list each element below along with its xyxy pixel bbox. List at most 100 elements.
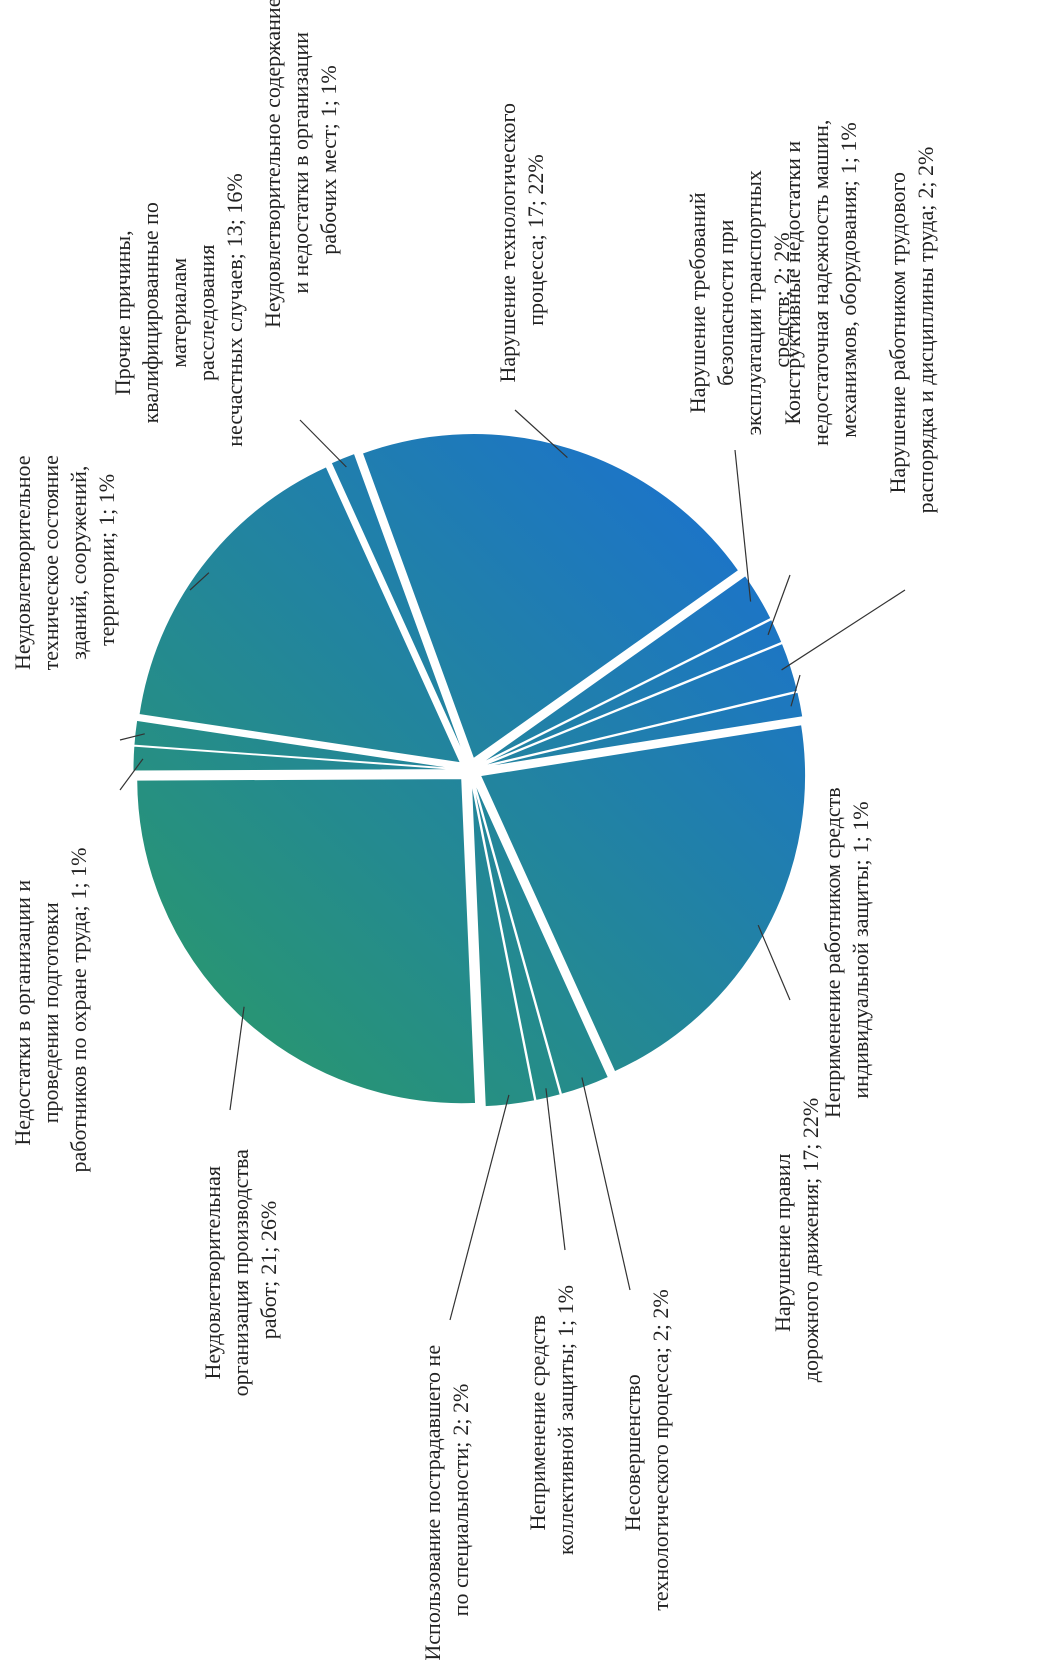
- value-label: 1; 1%: [553, 1285, 578, 1337]
- label-line: Прочие причины,: [110, 225, 135, 395]
- label-line: Несовершенство: [620, 1369, 645, 1532]
- label-line: Нарушение работником трудового: [885, 167, 910, 494]
- label-line: индивидуальной защиты;: [848, 859, 873, 1098]
- leader-line: [189, 572, 210, 591]
- slice-label: Неприменение средств коллективной защиты…: [525, 1285, 578, 1555]
- pie-slice: [132, 745, 459, 772]
- label-line: дорожного движения;: [798, 1178, 823, 1382]
- leader-line: [299, 419, 347, 468]
- label-line: техническое состояние: [38, 450, 63, 671]
- pie-slice: [473, 781, 609, 1095]
- label-line: безопасности при: [713, 214, 738, 386]
- pie-slice: [481, 642, 799, 767]
- slice-label: Недостатки в организации и проведении по…: [10, 847, 91, 1172]
- label-line: Использование пострадавшего не: [420, 1339, 445, 1660]
- label-line: квалифицированные по: [138, 197, 163, 424]
- leader-line: [734, 449, 752, 602]
- pie-slice: [481, 691, 804, 769]
- label-line: Неприменение средств: [525, 1310, 550, 1531]
- category-label: Неудовлетворительное содержание и недост…: [260, 0, 341, 328]
- category-label: Нарушение работником трудового распорядк…: [885, 167, 938, 514]
- label-line: Нарушение требований: [685, 187, 710, 413]
- slice-label: Несовершенство технологического процесса…: [620, 1289, 673, 1611]
- label-line: расследования: [194, 239, 219, 381]
- label-line: коллективной защиты;: [553, 1343, 578, 1555]
- label-line: эксплуатации транспортных: [741, 165, 766, 436]
- leader-line: [781, 589, 906, 671]
- slice-label: Использование пострадавшего не по специа…: [420, 1339, 473, 1660]
- slice-label: Нарушение требований безопасности при эк…: [685, 165, 794, 436]
- pie-slice: [470, 781, 536, 1108]
- leader-line: [119, 733, 145, 741]
- pie-slice: [136, 778, 477, 1105]
- value-label: 2; 2%: [648, 1289, 673, 1341]
- label-line: средств;: [769, 290, 794, 367]
- label-line: несчастных случаев;: [222, 253, 247, 447]
- value-label: 17; 22%: [523, 154, 548, 228]
- leader-line: [545, 1088, 566, 1251]
- slice-label: Нарушение правил дорожного движения; 17; …: [770, 1098, 823, 1382]
- label-line: территории;: [94, 532, 119, 646]
- slice-label: Нарушение технологического процесса;17; …: [495, 98, 548, 383]
- category-label: Неприменение работником средств индивиду…: [820, 782, 873, 1118]
- value-label: 1; 1%: [94, 474, 119, 526]
- pie-slice: [330, 452, 466, 760]
- leader-line: [514, 409, 568, 459]
- pie-slice: [480, 618, 783, 766]
- slice-label: Нарушение работником трудового распорядк…: [885, 147, 938, 514]
- leader-line: [449, 1094, 510, 1321]
- label-line: по специальности;: [448, 1442, 473, 1617]
- label-line: зданий, сооружений,: [66, 460, 91, 660]
- pie-slice: [138, 466, 462, 764]
- value-label: 1; 1%: [836, 122, 861, 174]
- label-line: Конструктивные недостатки и: [780, 135, 805, 424]
- label-line: Неудовлетворительное содержание: [260, 0, 285, 328]
- category-label: Нарушение технологического процесса;: [495, 98, 548, 383]
- leader-line: [119, 758, 144, 791]
- leader-line: [790, 674, 801, 707]
- label-line: рабочих мест;: [316, 123, 341, 254]
- category-label: Конструктивные недостатки и недостаточна…: [780, 114, 861, 446]
- slice-label: Неудовлетворительное содержание и недост…: [260, 0, 341, 328]
- value-label: 2; 2%: [913, 147, 938, 199]
- label-line: работ;: [256, 1281, 281, 1339]
- pie-slice: [472, 781, 561, 1102]
- leader-line: [767, 574, 791, 636]
- category-label: Неприменение средств коллективной защиты…: [525, 1310, 578, 1555]
- label-line: Неудовлетворительное: [10, 450, 35, 670]
- pie-slice: [479, 724, 806, 1073]
- label-line: материалам: [166, 252, 191, 367]
- value-label: 17; 22%: [798, 1098, 823, 1172]
- slice-label: Неприменение работником средств индивиду…: [820, 782, 873, 1118]
- label-line: Нарушение технологического: [495, 98, 520, 383]
- label-line: распорядка и дисциплины труда;: [913, 205, 938, 514]
- label-line: Неудовлетворительная: [200, 1161, 225, 1380]
- slice-label: Прочие причины, квалифицированные по мат…: [110, 173, 247, 446]
- slice-label: Конструктивные недостатки и недостаточна…: [780, 114, 861, 446]
- leader-line: [229, 1006, 245, 1111]
- value-label: 1; 1%: [848, 801, 873, 853]
- label-line: Нарушение правил: [770, 1148, 795, 1332]
- label-line: проведении подготовки: [38, 897, 63, 1123]
- category-label: Неудовлетворительное техническое состоян…: [10, 450, 119, 671]
- category-label: Использование пострадавшего не по специа…: [420, 1339, 473, 1660]
- category-label: Недостатки в организации и проведении по…: [10, 874, 91, 1172]
- value-label: 2; 2%: [448, 1384, 473, 1436]
- category-label: Нарушение требований безопасности при эк…: [685, 165, 794, 436]
- leader-line: [757, 924, 791, 1001]
- value-label: 13; 16%: [222, 173, 247, 247]
- pie-slice: [361, 433, 740, 760]
- label-line: Недостатки в организации и: [10, 874, 35, 1145]
- slice-label: Неудовлетворительное техническое состоян…: [10, 450, 119, 671]
- value-label: 21; 26%: [256, 1201, 281, 1275]
- leader-line: [581, 1077, 631, 1291]
- label-line: технологического процесса;: [648, 1347, 673, 1611]
- category-label: Несовершенство технологического процесса…: [620, 1347, 673, 1611]
- value-label: 1; 1%: [316, 65, 341, 117]
- value-label: 2; 2%: [769, 232, 794, 284]
- value-label: 1; 1%: [66, 847, 91, 899]
- label-line: и недостатки в организации: [288, 26, 313, 293]
- pie-slice: [479, 575, 772, 765]
- pie-slice: [133, 719, 459, 770]
